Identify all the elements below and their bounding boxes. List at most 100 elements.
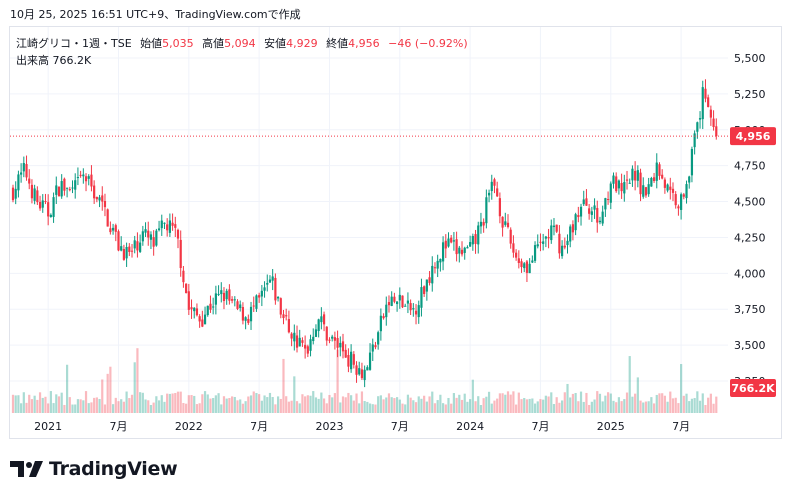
volume-bar	[560, 400, 564, 413]
volume-bar	[255, 393, 258, 413]
candle-body	[11, 187, 15, 201]
candle-body	[82, 174, 85, 177]
candle-body	[685, 184, 688, 199]
candle-body	[195, 308, 199, 316]
volume-bar	[428, 396, 431, 413]
volume-bar	[79, 399, 82, 413]
volume-bar	[712, 403, 715, 413]
volume-bar	[455, 397, 458, 413]
volume-bar	[658, 393, 661, 413]
volume-bar	[439, 394, 442, 413]
candle-body	[550, 225, 553, 241]
candle-body	[279, 298, 282, 315]
volume-bar	[585, 392, 588, 413]
candle-body	[639, 172, 642, 195]
volume-bar	[149, 404, 153, 413]
candle-body	[314, 329, 318, 337]
volume-bar	[139, 392, 142, 413]
candle-body	[485, 197, 488, 224]
candle-body	[601, 211, 604, 224]
candle-body	[642, 185, 645, 197]
close-label: 終値	[326, 37, 349, 50]
candle-body	[452, 240, 456, 242]
volume-bar	[44, 396, 47, 413]
candle-body	[658, 164, 661, 176]
volume-bar	[631, 396, 634, 413]
candle-body	[504, 221, 507, 225]
candle-body	[74, 180, 77, 190]
volume-bar	[417, 396, 420, 413]
candle-body	[122, 248, 126, 260]
candle-body	[320, 316, 323, 323]
volume-bar	[63, 404, 66, 413]
volume-bar	[212, 398, 215, 413]
volume-bar	[368, 403, 372, 413]
volume-bar	[295, 401, 299, 413]
candle-body	[501, 216, 504, 228]
candle-body	[401, 295, 404, 308]
volume-bar	[466, 401, 469, 413]
candle-body	[236, 301, 239, 309]
candle-body	[255, 295, 258, 309]
volume-bar	[382, 399, 385, 413]
volume-bar	[36, 399, 39, 413]
volume-bar	[147, 400, 150, 413]
volume-bar	[130, 394, 134, 413]
volume-bar	[588, 404, 591, 413]
candle-body	[93, 185, 96, 199]
candle-body	[698, 118, 702, 120]
volume-bar	[390, 397, 393, 413]
x-tick-label: 2025	[597, 420, 625, 433]
volume-bar	[182, 403, 185, 413]
volume-bar	[395, 397, 399, 413]
candle-body	[76, 177, 80, 179]
candle-body	[506, 222, 510, 228]
price-chart[interactable]: 3,2503,5003,7504,0004,2504,5004,7505,000…	[10, 27, 782, 438]
candle-body	[680, 194, 683, 210]
chart-frame	[9, 26, 782, 439]
volume-bar	[217, 393, 220, 413]
candle-body	[466, 247, 469, 249]
candle-body	[247, 318, 250, 323]
volume-bar	[644, 401, 648, 413]
candle-body	[336, 338, 339, 348]
candle-body	[582, 199, 585, 205]
candle-body	[390, 296, 393, 306]
candle-body	[447, 238, 450, 247]
candle-body	[609, 183, 612, 203]
volume-bar	[339, 402, 342, 413]
volume-bar	[241, 403, 245, 413]
candle-body	[496, 188, 499, 197]
candle-body	[111, 227, 115, 231]
candle-body	[593, 205, 596, 210]
candle-body	[222, 292, 226, 301]
volume-bar	[677, 403, 680, 413]
tradingview-brand[interactable]: TradingView	[10, 458, 178, 480]
open-value: 5,035	[162, 37, 194, 50]
volume-bar	[571, 393, 575, 413]
volume-bar	[709, 393, 712, 413]
volume-bar	[566, 383, 569, 413]
candle-body	[339, 342, 342, 348]
candle-body	[696, 122, 699, 132]
volume-bar	[515, 404, 518, 413]
volume-value: 766.2K	[52, 54, 92, 67]
volume-bar	[379, 395, 382, 413]
volume-bar	[601, 401, 604, 413]
last-price-badge	[730, 127, 776, 146]
volume-bar	[634, 393, 637, 413]
volume-bar	[247, 396, 250, 413]
x-tick-label: 2021	[34, 420, 62, 433]
volume-bar	[198, 403, 201, 413]
volume-bar	[195, 404, 199, 413]
volume-bar	[579, 391, 583, 413]
candle-body	[228, 289, 231, 301]
volume-bar	[155, 396, 158, 413]
candle-body	[395, 301, 399, 305]
candle-body	[304, 344, 307, 349]
volume-bar	[582, 401, 585, 413]
volume-bar	[325, 403, 328, 413]
candle-body	[103, 201, 107, 208]
candle-body	[628, 182, 631, 184]
candle-body	[312, 336, 315, 342]
